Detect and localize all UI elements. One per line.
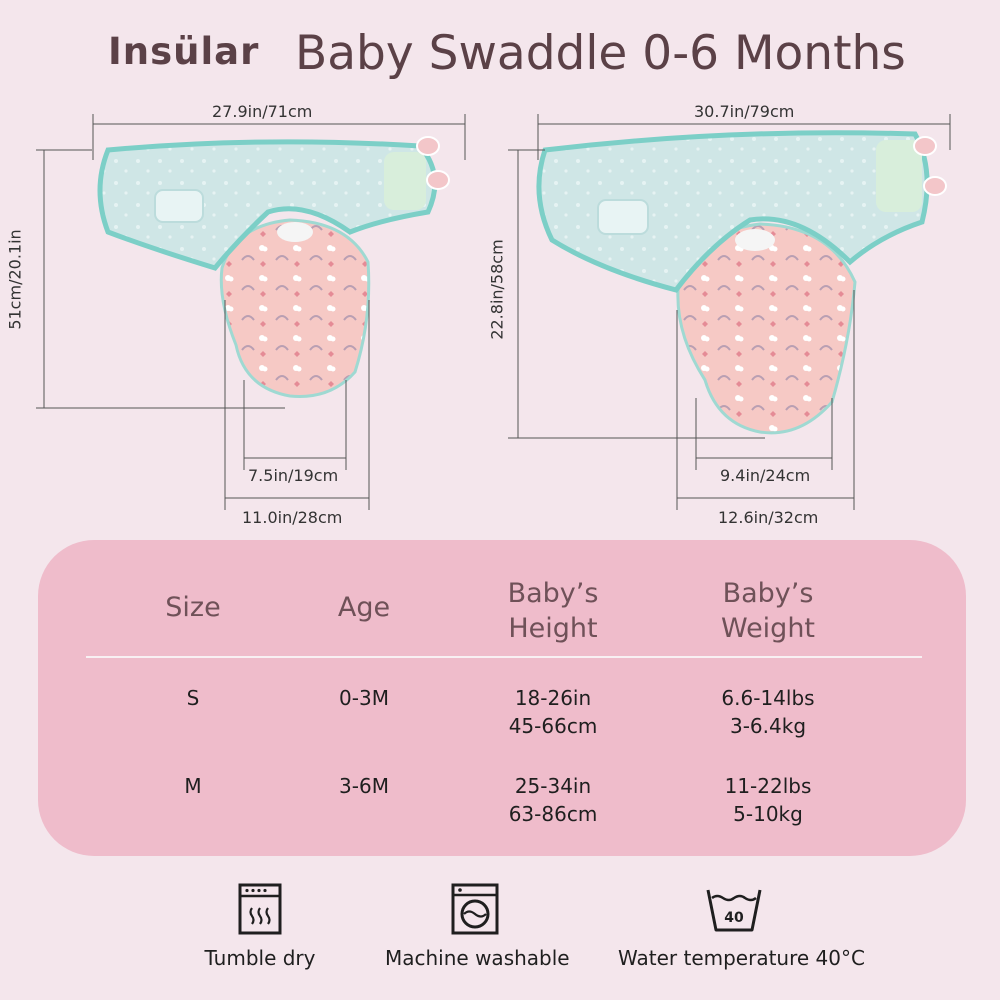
swaddle-small-pouch bbox=[219, 218, 371, 398]
dim-medium-bottom-outer: 12.6in/32cm bbox=[718, 508, 819, 527]
row-s-weight: 6.6-14lbs 3-6.4kg bbox=[688, 684, 848, 740]
machine-washable-icon bbox=[451, 883, 499, 935]
row-s-weight-lbs: 6.6-14lbs bbox=[721, 686, 815, 710]
header-height: Baby’s Height bbox=[478, 576, 628, 646]
row-m-height-cm: 63-86cm bbox=[508, 802, 598, 826]
tumble-dry-icon bbox=[238, 883, 282, 935]
dim-small-bottom-inner: 7.5in/19cm bbox=[248, 466, 339, 485]
swaddle-illustrations bbox=[36, 114, 951, 510]
water-temperature-value: 40 bbox=[724, 910, 744, 926]
header-size: Size bbox=[165, 592, 221, 623]
dim-medium-bottom-inner: 9.4in/24cm bbox=[720, 466, 811, 485]
row-m-age: 3-6M bbox=[339, 774, 389, 798]
care-tumble-dry: Tumble dry bbox=[190, 882, 330, 970]
row-s-age: 0-3M bbox=[339, 686, 389, 710]
dim-medium-width-top: 30.7in/79cm bbox=[694, 102, 795, 121]
care-machine-washable-label: Machine washable bbox=[385, 946, 570, 970]
swaddle-small-label bbox=[277, 222, 313, 242]
care-tumble-dry-label: Tumble dry bbox=[204, 946, 316, 970]
page-title: Baby Swaddle 0-6 Months bbox=[295, 26, 906, 81]
swaddle-medium-wings bbox=[536, 130, 930, 293]
swaddle-small bbox=[97, 136, 450, 398]
row-m-weight: 11-22lbs 5-10kg bbox=[688, 772, 848, 828]
row-s-height-cm: 45-66cm bbox=[508, 714, 598, 738]
row-m-weight-kg: 5-10kg bbox=[733, 802, 803, 826]
header-height-line2: Height bbox=[508, 613, 598, 644]
row-m-weight-lbs: 11-22lbs bbox=[724, 774, 812, 798]
row-m-size: M bbox=[184, 774, 202, 798]
care-water-temperature-label: Water temperature 40°C bbox=[618, 946, 865, 970]
swaddle-small-wings bbox=[97, 139, 438, 271]
swaddle-small-dimension-lines bbox=[36, 114, 466, 510]
header-age: Age bbox=[337, 592, 391, 623]
swaddle-small-snap-top bbox=[416, 136, 440, 156]
table-divider bbox=[86, 656, 922, 658]
swaddle-medium bbox=[536, 130, 947, 435]
care-water-temperature: 40 Water temperature 40°C bbox=[618, 882, 865, 970]
row-s-size: S bbox=[186, 686, 200, 710]
dim-medium-height: 22.8in/58cm bbox=[487, 239, 507, 340]
swaddle-small-velcro bbox=[384, 152, 426, 210]
row-s-height: 18-26in 45-66cm bbox=[478, 684, 628, 740]
header-weight-line1: Baby’s bbox=[722, 578, 814, 609]
header-weight: Baby’s Weight bbox=[688, 576, 848, 646]
care-machine-washable: Machine washable bbox=[385, 882, 570, 970]
row-s-weight-kg: 3-6.4kg bbox=[729, 714, 807, 738]
swaddle-small-snap-bottom bbox=[426, 170, 450, 190]
header-height-line1: Baby’s bbox=[507, 578, 599, 609]
swaddle-medium-tab bbox=[597, 199, 649, 235]
row-s-height-in: 18-26in bbox=[514, 686, 592, 710]
swaddle-medium-dimension-lines bbox=[508, 114, 951, 510]
size-chart: Size Age Baby’s Height Baby’s Weight S 0… bbox=[38, 540, 966, 856]
swaddle-medium-snap-bottom bbox=[923, 176, 947, 196]
swaddle-small-tab bbox=[154, 189, 204, 223]
dim-small-bottom-outer: 11.0in/28cm bbox=[242, 508, 343, 527]
swaddle-medium-label bbox=[735, 229, 775, 251]
dim-small-width-top: 27.9in/71cm bbox=[212, 102, 313, 121]
brand-logo: Insülar bbox=[108, 30, 260, 73]
row-m-height-in: 25-34in bbox=[514, 774, 592, 798]
dim-small-height: 51cm/20.1in bbox=[5, 229, 25, 330]
swaddle-medium-snap-top bbox=[913, 136, 937, 156]
water-temperature-icon: 40 bbox=[706, 889, 762, 932]
row-m-height: 25-34in 63-86cm bbox=[478, 772, 628, 828]
swaddle-medium-velcro bbox=[876, 140, 922, 212]
swaddle-medium-pouch bbox=[676, 222, 857, 435]
header-weight-line2: Weight bbox=[720, 613, 816, 644]
